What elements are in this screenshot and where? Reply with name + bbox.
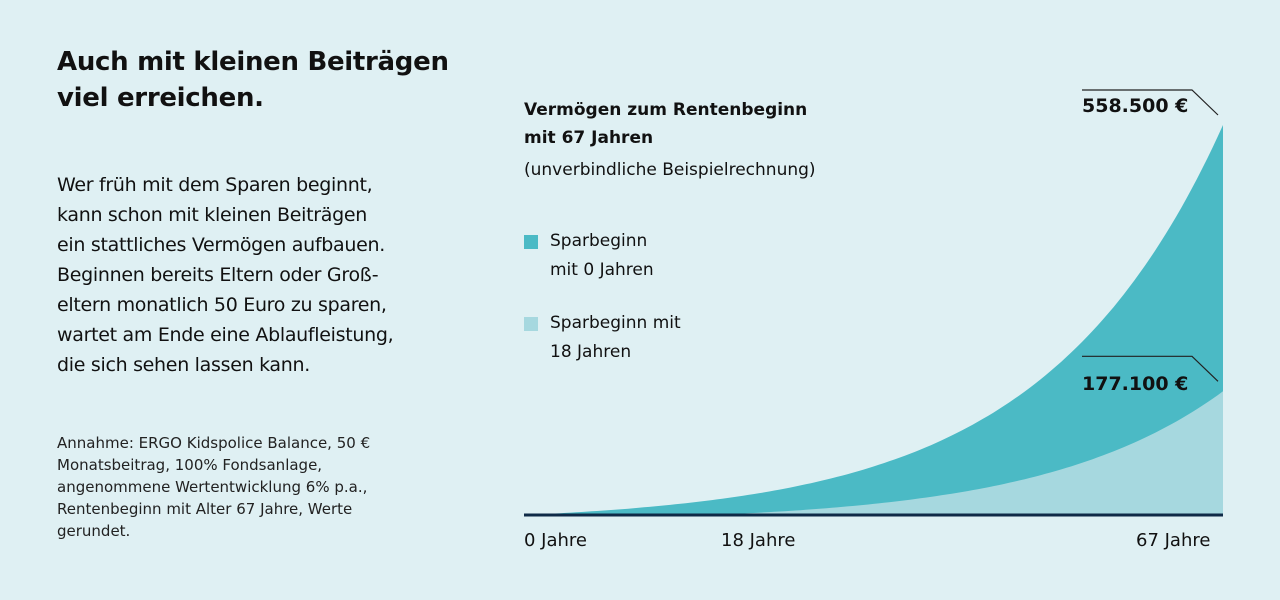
chart-title: Vermögen zum Rentenbeginn mit 67 Jahren (524, 96, 807, 152)
x-tick-label: 67 Jahre (1136, 530, 1211, 551)
leader-line (1082, 89, 1219, 116)
legend-item-start-0: Sparbeginn mit 0 Jahren (524, 227, 744, 287)
body-line: Wer früh mit dem Sparen beginnt, (57, 174, 373, 196)
body-line: ein stattliches Vermögen aufbauen. (57, 234, 385, 256)
legend-label: 18 Jahren (550, 342, 632, 362)
body-line: eltern monatlich 50 Euro zu sparen, (57, 294, 387, 316)
legend-label: Sparbeginn (550, 231, 648, 251)
note-line: angenommene Wertentwicklung 6% p.a., (57, 478, 368, 496)
note-line: Monatsbeitrag, 100% Fondsanlage, (57, 456, 323, 474)
note-line: Annahme: ERGO Kidspolice Balance, 50 € (57, 434, 371, 452)
assumption-note: Annahme: ERGO Kidspolice Balance, 50 € M… (57, 432, 447, 542)
chart-title-line: mit 67 Jahren (524, 128, 654, 148)
legend-item-start-18: Sparbeginn mit 18 Jahren (524, 309, 744, 369)
body-line: wartet am Ende eine Ablaufleistung, (57, 324, 394, 346)
leader-line (1082, 355, 1219, 382)
area-series-start-18 (711, 391, 1223, 515)
area-series-start-0 (524, 125, 1223, 515)
body-text: Wer früh mit dem Sparen beginnt, kann sc… (57, 170, 457, 380)
legend-label: Sparbeginn mit (550, 313, 681, 333)
legend-swatch (524, 235, 538, 249)
final-value-label-start-0: 558.500 € (1082, 95, 1189, 117)
headline: Auch mit kleinen Beiträgen viel erreiche… (57, 47, 449, 113)
legend-swatch (524, 317, 538, 331)
chart-subtitle: (unverbindliche Beispielrechnung) (524, 160, 816, 180)
note-line: gerundet. (57, 522, 131, 540)
legend-label: mit 0 Jahren (550, 260, 654, 280)
x-tick-label: 0 Jahre (524, 530, 587, 551)
chart-title-line: Vermögen zum Rentenbeginn (524, 100, 808, 120)
x-tick-label: 18 Jahre (721, 530, 796, 551)
body-line: kann schon mit kleinen Beiträgen (57, 204, 367, 226)
final-value-label-start-18: 177.100 € (1082, 373, 1189, 395)
note-line: Rentenbeginn mit Alter 67 Jahre, Werte (57, 500, 353, 518)
body-line: die sich sehen lassen kann. (57, 354, 311, 376)
body-line: Beginnen bereits Eltern oder Groß- (57, 264, 379, 286)
